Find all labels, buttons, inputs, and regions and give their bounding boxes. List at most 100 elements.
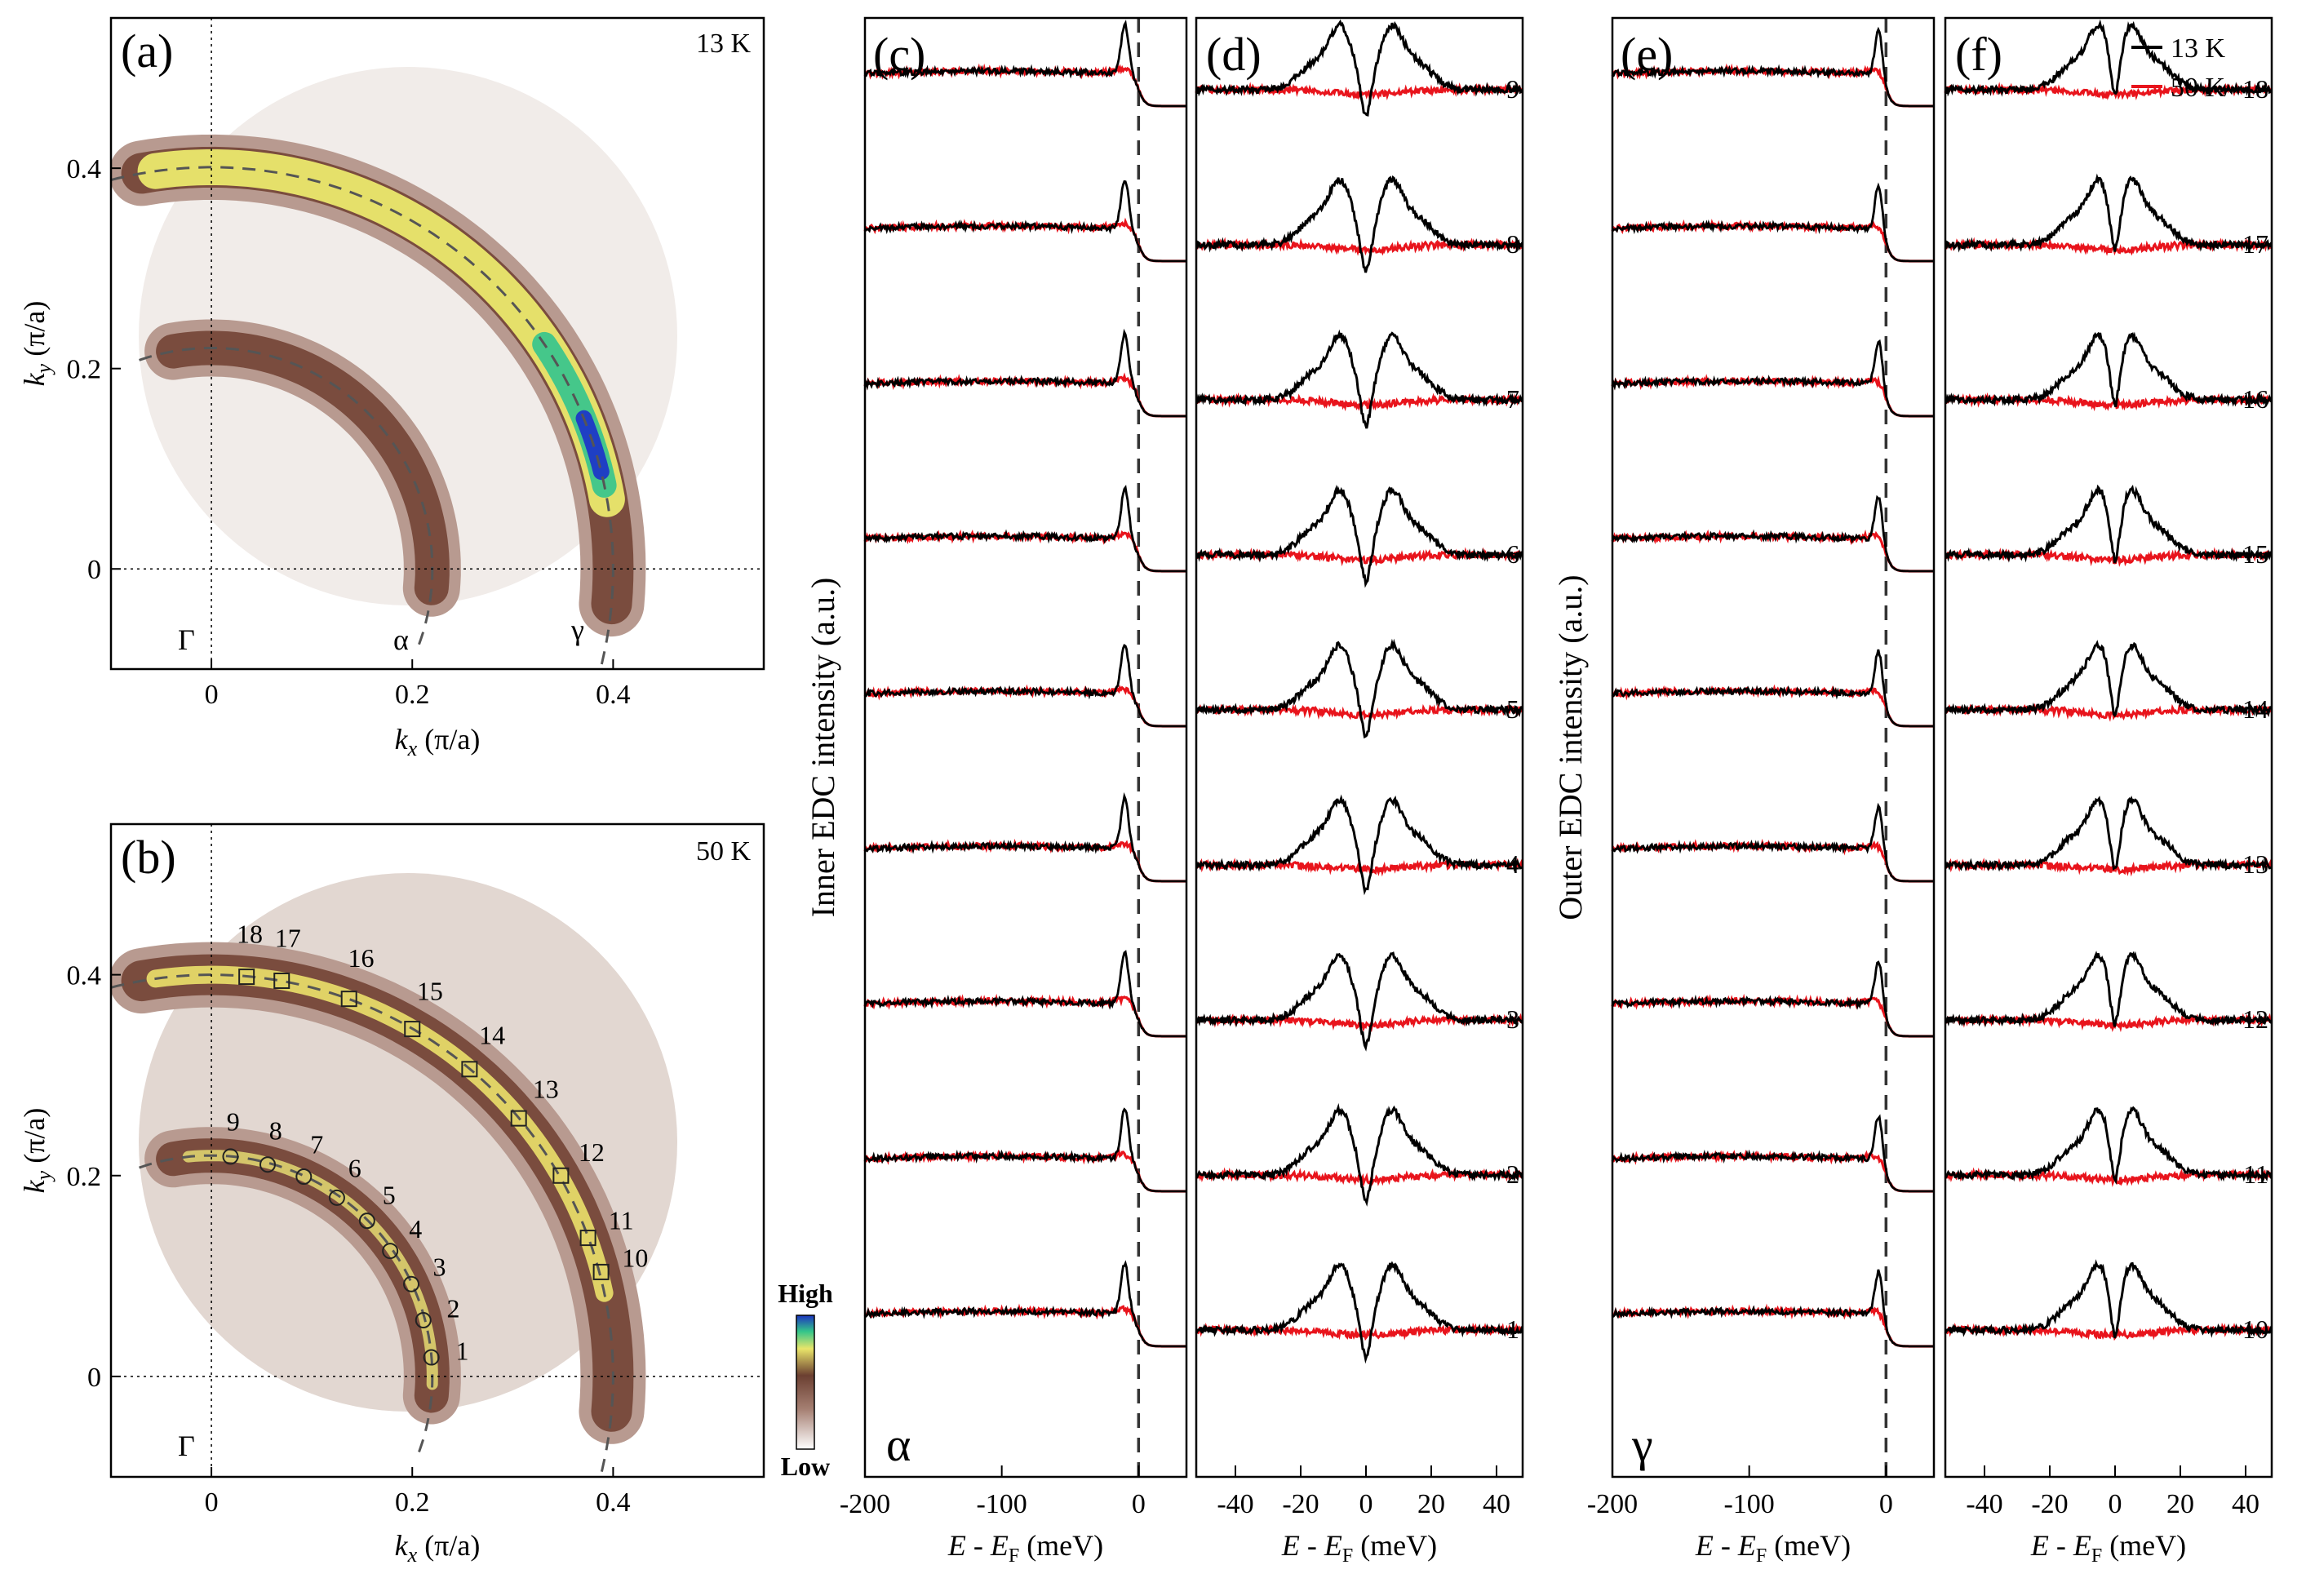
curve-label-16: 16 xyxy=(2242,384,2268,414)
k-point-7 xyxy=(295,1168,313,1185)
k-point-4 xyxy=(382,1243,399,1260)
k-point-9 xyxy=(222,1148,239,1165)
k-point-3 xyxy=(403,1275,419,1292)
k-point-5 xyxy=(358,1213,375,1230)
edc-xlabel: E - EF (meV) xyxy=(947,1529,1103,1567)
x-tick-label: 0 xyxy=(1879,1489,1893,1519)
k-point-label-13: 13 xyxy=(533,1075,559,1104)
x-tick-label: 0 xyxy=(1132,1489,1146,1519)
k-point-8 xyxy=(259,1156,276,1173)
fs-b-ylabel: ky (π/a) xyxy=(18,1108,55,1194)
curve-label-11: 11 xyxy=(2243,1159,2268,1189)
panel-a-temp: 13 K xyxy=(696,29,752,59)
curve-label-9: 9 xyxy=(1506,74,1519,104)
y-tick-label: 0 xyxy=(87,555,101,585)
edc-xlabel: E - EF (meV) xyxy=(2030,1529,2186,1567)
k-point-label-4: 4 xyxy=(409,1214,422,1244)
x-tick-label: 0.4 xyxy=(596,1487,631,1518)
x-tick-label: 0 xyxy=(2109,1489,2122,1519)
panel-b-label: (b) xyxy=(121,831,176,884)
colorbar-high: High xyxy=(778,1279,833,1308)
x-tick-label: 0 xyxy=(1359,1489,1373,1519)
panel-f: 10 11 12 13 14 15 16 17 18 -40 -20 0 20 40 E - EF (me… xyxy=(1944,16,2273,1567)
sym-edc-k13-12 xyxy=(1944,951,2273,1028)
curve-label-13: 13 xyxy=(2242,849,2268,879)
panel-d: 1 2 3 4 5 6 7 8 9 -40 -20 0 20 40 E - EF (meV) (d) xyxy=(1195,16,1524,1567)
curve-label-18: 18 xyxy=(2242,74,2268,104)
curve-label-17: 17 xyxy=(2242,229,2268,259)
panel-c: -200 -100 0 E - EF (meV) (c) α xyxy=(840,16,1188,1567)
outer-edc-ylabel: Outer EDC intensity (a.u.) xyxy=(1552,574,1589,920)
fs-b-xlabel: kx (π/a) xyxy=(395,1529,481,1567)
k-point-label-16: 16 xyxy=(348,943,374,973)
x-tick-label: 0.2 xyxy=(395,1487,430,1518)
k-point-13 xyxy=(510,1110,527,1127)
x-tick-label: -40 xyxy=(1966,1489,2002,1519)
curve-label-3: 3 xyxy=(1506,1004,1519,1034)
sym-edc-k13-13 xyxy=(1944,796,2273,872)
k-point-14 xyxy=(461,1061,478,1078)
edc-curve-k13-6 xyxy=(863,485,1186,573)
edc-xlabel: E - EF (meV) xyxy=(1281,1529,1437,1567)
x-tick-label: 0.2 xyxy=(395,680,430,710)
curve-label-14: 14 xyxy=(2242,694,2268,724)
sym-edc-k13-6 xyxy=(1195,484,1523,588)
k-point-16 xyxy=(340,991,357,1008)
x-tick-label: -100 xyxy=(1723,1489,1774,1519)
sym-edc-k13-4 xyxy=(1195,794,1523,896)
y-tick-label: 0.2 xyxy=(67,355,102,385)
k-point-label-18: 18 xyxy=(237,919,263,948)
fs-a-xlabel: kx (π/a) xyxy=(395,723,481,760)
x-tick-label: -200 xyxy=(1587,1489,1638,1519)
k-point-label-10: 10 xyxy=(622,1243,648,1272)
sym-edc-k13-17 xyxy=(1945,173,2273,253)
x-tick-label: 20 xyxy=(1417,1489,1445,1519)
edc-curve-k13-9 xyxy=(1612,26,1933,108)
panel-a-label: (a) xyxy=(121,24,173,78)
colorbar xyxy=(796,1314,815,1450)
curve-label-12: 12 xyxy=(2242,1004,2268,1034)
edc-curve-k13-5 xyxy=(1612,649,1933,728)
edc-curve-k13-4 xyxy=(1611,802,1933,883)
curve-label-6: 6 xyxy=(1506,539,1519,569)
curve-label-10: 10 xyxy=(2242,1314,2268,1344)
k-point-label-2: 2 xyxy=(446,1293,459,1323)
x-tick-label: 40 xyxy=(1483,1489,1510,1519)
curve-label-2: 2 xyxy=(1506,1159,1519,1189)
panel-e-band: γ xyxy=(1631,1418,1653,1471)
plot-frame-c xyxy=(863,16,1188,1479)
k-point-label-15: 15 xyxy=(417,977,443,1006)
plot-frame-e xyxy=(1611,16,1936,1479)
x-tick-label: 0 xyxy=(205,680,219,710)
k-point-17 xyxy=(273,973,290,989)
k-point-label-11: 11 xyxy=(609,1205,634,1235)
k-point-label-8: 8 xyxy=(269,1116,282,1146)
panel-e: -200 -100 0 E - EF (meV) (e) γ xyxy=(1587,16,1936,1567)
alpha-guide xyxy=(135,1154,434,1452)
fs-a-alpha: α xyxy=(393,623,409,656)
edc-curve-k13-3 xyxy=(1611,960,1933,1038)
sym-edc-k13-10 xyxy=(1944,1259,2273,1339)
sym-edc-k13-15 xyxy=(1945,484,2273,564)
curve-label-5: 5 xyxy=(1506,694,1519,724)
x-tick-label: -40 xyxy=(1217,1489,1253,1519)
fs-b-gamma: Γ xyxy=(178,1430,195,1462)
k-point-label-9: 9 xyxy=(227,1107,240,1137)
plot-frame-d xyxy=(1195,16,1524,1479)
edc-curve-k13-2 xyxy=(863,1107,1186,1193)
curve-label-4: 4 xyxy=(1506,849,1519,879)
edc-curve-k13-8 xyxy=(1611,182,1933,263)
fs-map-b xyxy=(111,873,677,1477)
sym-edc-k13-5 xyxy=(1195,638,1523,739)
fs-map-a xyxy=(111,67,677,669)
fs-a-gamma-band: γ xyxy=(570,614,584,646)
fs-a-gamma: Γ xyxy=(178,623,195,656)
alpha-band xyxy=(156,330,450,605)
curve-label-15: 15 xyxy=(2242,539,2268,569)
k-point-18 xyxy=(238,969,255,986)
x-tick-label: -100 xyxy=(976,1489,1027,1519)
curve-label-1: 1 xyxy=(1506,1314,1519,1344)
curve-label-8: 8 xyxy=(1506,229,1519,259)
